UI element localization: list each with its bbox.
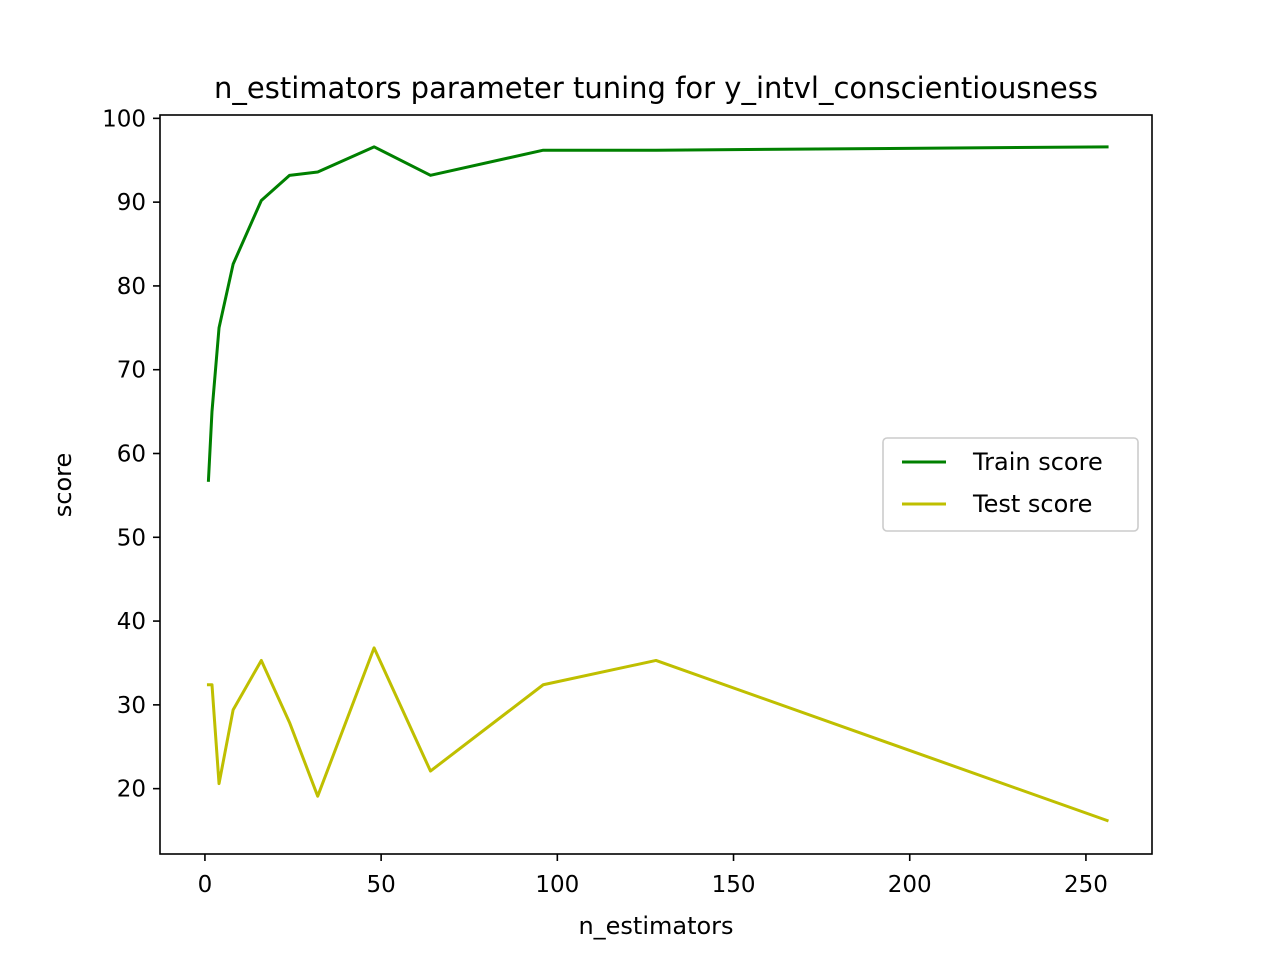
y-tick-label: 100 — [102, 106, 146, 132]
x-tick-label: 250 — [1064, 872, 1108, 898]
series-line-test-score — [206, 646, 1109, 823]
x-tick-label: 50 — [366, 872, 395, 898]
series-line-train-score — [206, 145, 1109, 482]
y-tick-label: 20 — [117, 777, 146, 803]
y-tick-label: 80 — [117, 274, 146, 300]
y-tick-label: 60 — [117, 441, 146, 467]
y-tick-label: 70 — [117, 358, 146, 384]
y-tick-label: 30 — [117, 693, 146, 719]
y-tick-label: 90 — [117, 190, 146, 216]
x-tick-label: 100 — [535, 872, 579, 898]
legend: Train score Test score — [882, 437, 1139, 532]
y-tick-label: 50 — [117, 525, 146, 551]
legend-box — [882, 437, 1139, 532]
legend-label-train-score: Train score — [972, 448, 1103, 476]
y-axis-ticks: 20 30 40 50 60 70 80 90 100 — [102, 106, 160, 803]
x-axis-ticks: 0 50 100 150 200 250 — [198, 854, 1108, 898]
x-tick-label: 0 — [198, 872, 213, 898]
legend-label-test-score: Test score — [972, 490, 1092, 518]
x-axis-label: n_estimators — [578, 912, 733, 940]
y-axis-label: score — [49, 453, 77, 518]
x-tick-label: 200 — [888, 872, 932, 898]
x-tick-label: 150 — [712, 872, 756, 898]
series-layer — [206, 145, 1109, 823]
y-tick-label: 40 — [117, 609, 146, 635]
chart-title: n_estimators parameter tuning for y_intv… — [214, 71, 1098, 105]
plot-frame — [159, 114, 1153, 855]
